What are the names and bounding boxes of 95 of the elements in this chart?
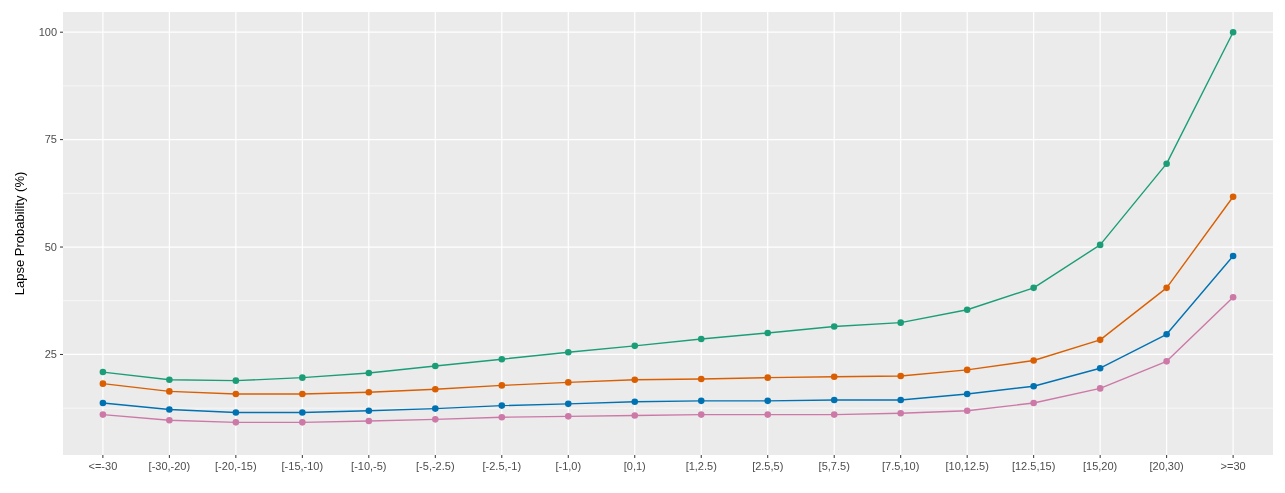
point (764, 374, 772, 381)
point (963, 366, 971, 374)
x-tick-label: [-2.5,-1) (482, 460, 522, 472)
point (1229, 252, 1237, 260)
point (232, 390, 240, 398)
point (631, 412, 639, 419)
point (432, 362, 439, 370)
point (232, 377, 240, 384)
point (365, 417, 373, 425)
point (1163, 160, 1170, 167)
point (365, 369, 373, 377)
x-tick-label: [-30,-20) (148, 460, 191, 472)
point (830, 323, 838, 330)
point (498, 402, 506, 409)
point (432, 385, 439, 393)
point (963, 306, 971, 314)
point (1163, 284, 1170, 292)
x-tick-label: [20,30) (1149, 460, 1184, 472)
point (99, 411, 107, 418)
point (99, 368, 107, 376)
point (99, 399, 107, 407)
point (166, 416, 173, 424)
point (498, 382, 506, 389)
point (897, 410, 904, 417)
x-tick-label: [2.5,5) (752, 460, 784, 472)
point (432, 416, 439, 423)
point (299, 390, 306, 398)
point (1030, 357, 1037, 364)
x-tick-label: [15,20) (1083, 460, 1118, 472)
point (764, 329, 772, 337)
point (365, 388, 373, 396)
point (897, 372, 904, 380)
point (498, 413, 506, 421)
point (1096, 385, 1104, 392)
x-tick-label: [-5,-2.5) (416, 460, 455, 472)
point (1229, 193, 1237, 201)
x-tick-label: <=-30 (88, 460, 118, 472)
y-tick-label: 75 (44, 133, 57, 146)
point (166, 406, 173, 413)
x-tick-label: >=30 (1220, 460, 1246, 472)
point (564, 400, 572, 408)
point (166, 376, 173, 384)
y-tick-label: 25 (44, 348, 57, 361)
point (963, 407, 971, 415)
point (830, 373, 838, 381)
point (1229, 28, 1237, 36)
point (1096, 364, 1104, 372)
point (365, 407, 373, 415)
x-tick-label: [-15,-10) (281, 460, 324, 472)
point (564, 413, 572, 420)
point (299, 409, 306, 416)
y-tick-label: 50 (44, 240, 57, 253)
x-tick-label: [5,7.5) (818, 460, 850, 472)
point (963, 390, 971, 398)
x-tick-label: [1,2.5) (685, 460, 717, 472)
point (299, 419, 306, 426)
point (764, 397, 772, 405)
point (830, 396, 838, 404)
point (1030, 284, 1037, 292)
point (631, 398, 639, 406)
point (299, 374, 306, 381)
point (99, 380, 107, 387)
point (432, 405, 439, 412)
point (564, 379, 572, 386)
point (897, 319, 904, 326)
point (697, 335, 705, 343)
point (166, 388, 173, 395)
point (1096, 241, 1104, 249)
x-tick-label: [-10,-5) (351, 460, 387, 472)
point (697, 397, 705, 405)
point (897, 396, 904, 404)
point (631, 376, 639, 384)
point (498, 355, 506, 363)
point (1229, 294, 1237, 301)
point (232, 409, 240, 416)
point (1030, 382, 1037, 390)
point (1163, 330, 1170, 338)
point (1030, 399, 1037, 407)
point (697, 411, 705, 418)
y-tick-label: 100 (38, 26, 57, 39)
x-tick-label: [10,12.5) (945, 460, 989, 472)
point (564, 349, 572, 356)
point (697, 375, 705, 383)
x-tick-label: [7.5,10) (882, 460, 920, 472)
point (631, 342, 639, 350)
point (232, 419, 240, 426)
point (1096, 336, 1104, 344)
x-tick-label: [-1,0) (555, 460, 582, 472)
y-axis-title: Lapse Probability (%) (12, 171, 27, 296)
point (830, 411, 838, 418)
x-tick-label: [-20,-15) (215, 460, 257, 472)
point (764, 411, 772, 418)
point (1163, 358, 1170, 365)
x-tick-label: [0,1) (623, 460, 646, 472)
x-tick-label: [12.5,15) (1011, 460, 1056, 472)
